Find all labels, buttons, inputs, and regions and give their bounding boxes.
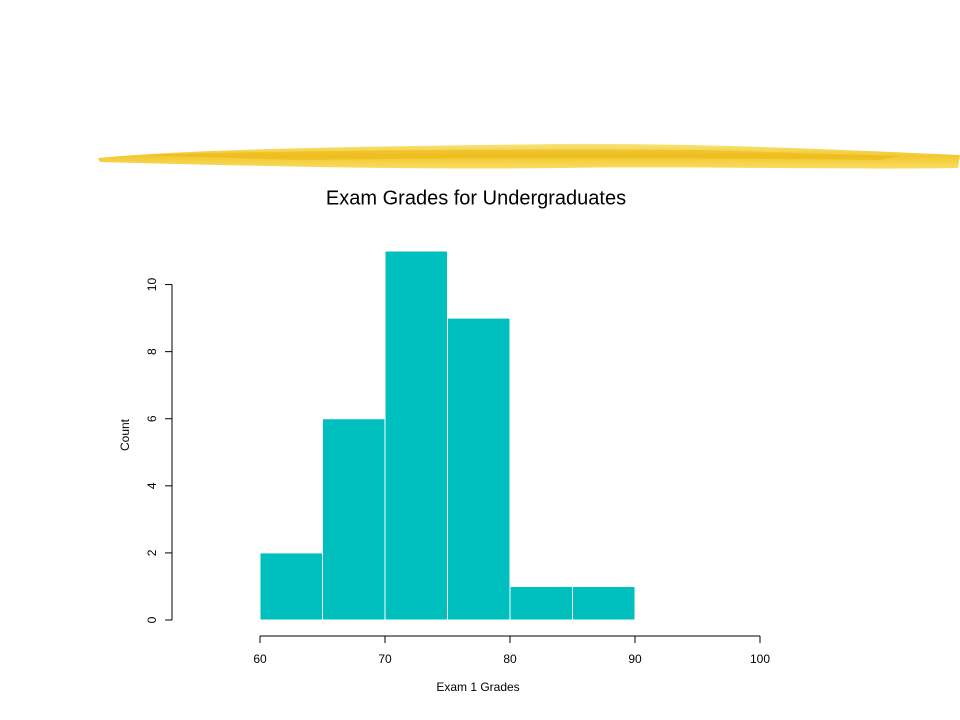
chart-title: Exam Grades for Undergraduates: [326, 187, 626, 209]
decorative-brush-streak: [140, 149, 900, 160]
x-tick-label: 90: [628, 652, 642, 666]
bar: [572, 585, 636, 621]
bar: [447, 317, 511, 621]
y-tick-label: 8: [145, 348, 159, 355]
x-axis-title: Exam 1 Grades: [436, 680, 519, 694]
y-tick-label: 2: [145, 549, 159, 556]
x-tick-label: 80: [503, 652, 517, 666]
bar: [259, 552, 323, 621]
y-tick-label: 10: [145, 278, 159, 292]
y-axis-title: Count: [118, 418, 132, 451]
x-tick-label: 70: [378, 652, 392, 666]
y-tick-label: 0: [145, 616, 159, 623]
bar: [384, 250, 448, 621]
y-tick-label: 6: [145, 415, 159, 422]
bar: [322, 418, 386, 621]
x-tick-label: 60: [253, 652, 267, 666]
y-tick-label: 4: [145, 482, 159, 489]
x-tick-label: 100: [750, 652, 770, 666]
bar: [509, 585, 573, 621]
